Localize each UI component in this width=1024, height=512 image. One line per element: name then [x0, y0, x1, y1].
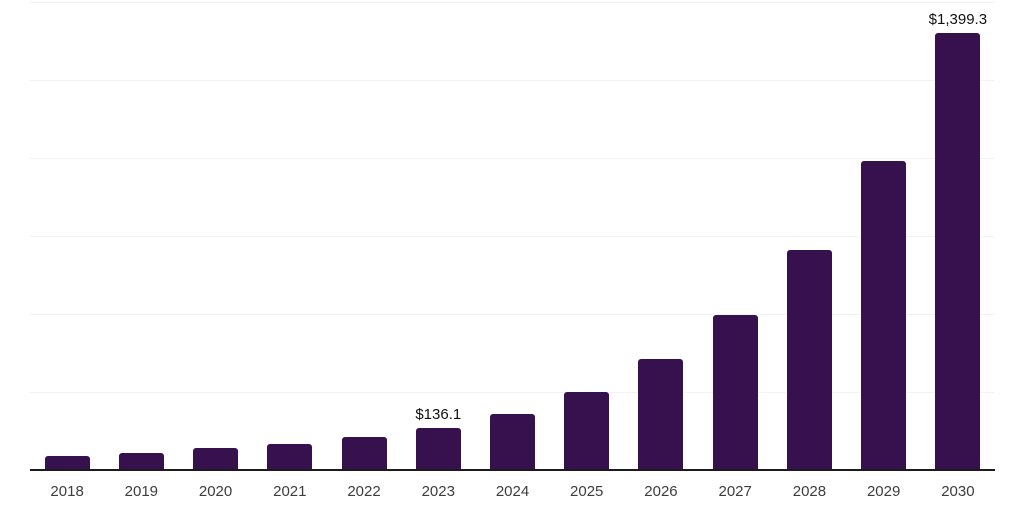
bar-2018 [44, 455, 90, 470]
x-tick-2030: 2030 [941, 483, 975, 500]
bar-2027 [712, 314, 758, 470]
bar-2019 [118, 452, 164, 470]
bar-2020 [193, 448, 239, 470]
x-tick-2024: 2024 [495, 483, 530, 500]
x-axis-line [30, 469, 995, 471]
x-tick-2018: 2018 [50, 483, 84, 500]
bar-2029 [861, 161, 907, 470]
gridline [30, 80, 995, 81]
bar-2030 [935, 33, 981, 470]
bar-2026 [638, 358, 684, 470]
gridline [30, 314, 995, 315]
x-tick-2019: 2019 [124, 483, 159, 500]
bar-2025 [564, 392, 610, 470]
bar-2024 [490, 414, 535, 470]
gridline [30, 392, 995, 393]
x-tick-2027: 2027 [718, 483, 752, 500]
bar-2022 [341, 436, 387, 470]
gridline [30, 158, 995, 159]
x-tick-2026: 2026 [644, 483, 678, 500]
bar-2021 [267, 444, 313, 470]
x-tick-2021: 2021 [273, 483, 307, 500]
x-tick-2025: 2025 [570, 483, 604, 500]
bar-2028 [786, 250, 832, 470]
x-tick-2023: 2023 [421, 483, 455, 500]
x-tick-2029: 2029 [866, 483, 901, 500]
x-tick-2020: 2020 [198, 483, 233, 500]
x-tick-2022: 2022 [347, 483, 381, 500]
x-tick-2028: 2028 [792, 483, 827, 500]
data-label-2030: $1,399.3 [928, 11, 988, 29]
data-label-2023: $136.1 [415, 405, 462, 423]
bar-2023 [415, 427, 461, 470]
gridline [30, 236, 995, 237]
gridline [30, 2, 995, 3]
